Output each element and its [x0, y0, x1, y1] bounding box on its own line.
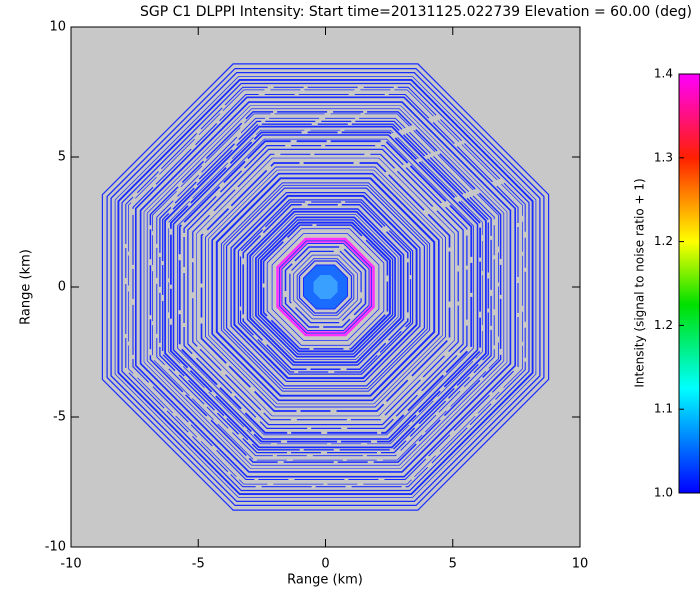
y-tick-label: 0: [58, 280, 66, 295]
ring: [152, 113, 499, 461]
ring: [128, 89, 523, 485]
ring: [187, 148, 464, 426]
x-tick-label: -5: [192, 557, 205, 572]
ring: [125, 86, 526, 488]
ring: [266, 228, 385, 346]
ring: [230, 191, 421, 383]
x-tick-label: 10: [572, 557, 589, 572]
ring: [143, 105, 508, 469]
x-tick-label: 5: [449, 557, 457, 572]
ring: [149, 111, 502, 463]
colorbar-tick-label: 1.0: [654, 486, 673, 500]
ring: [135, 96, 517, 478]
ring: [164, 125, 487, 449]
colorbar-tick-label: 1.2: [654, 234, 673, 248]
ring: [289, 250, 362, 324]
ring: [159, 120, 492, 454]
ring: [293, 254, 358, 320]
ring: [237, 199, 414, 375]
ring: [110, 71, 541, 503]
y-tick-label: -5: [53, 410, 66, 425]
ring: [298, 260, 353, 314]
ring: [233, 194, 418, 380]
ring: [252, 214, 399, 360]
y-tick-label: 5: [58, 150, 66, 165]
ring: [177, 138, 474, 436]
ring: [121, 82, 530, 492]
colorbar-tick-label: 1.3: [654, 150, 673, 164]
ring: [284, 246, 367, 328]
ring: [211, 172, 440, 402]
ring: [106, 67, 545, 507]
ring: [156, 117, 495, 457]
ring: [262, 224, 389, 350]
ring: [132, 93, 519, 481]
ring: [246, 208, 405, 366]
ring: [220, 182, 431, 392]
ring: [101, 63, 550, 511]
ring: [276, 237, 375, 337]
rings: [101, 63, 550, 511]
colorbar-tick-label: 1.2: [654, 318, 673, 332]
ring: [168, 129, 483, 445]
ring: [200, 162, 451, 412]
x-tick-label: 0: [321, 557, 329, 572]
colorbar-tick-label: 1.1: [654, 402, 673, 416]
ring: [278, 240, 373, 334]
ring: [139, 101, 512, 473]
ring: [146, 108, 505, 466]
ring: [255, 216, 396, 358]
ring: [257, 219, 394, 355]
ring: [172, 134, 479, 440]
center: [313, 275, 338, 299]
ring: [242, 203, 409, 371]
chart-title: SGP C1 DLPPI Intensity: Start time=20131…: [140, 4, 692, 20]
ring: [170, 131, 481, 443]
y-tick-label: 10: [49, 20, 66, 35]
ring: [183, 144, 468, 430]
ring: [117, 78, 534, 496]
ring: [114, 76, 537, 498]
colorbar: [678, 73, 700, 494]
ring: [239, 201, 412, 373]
colorbar-tick-label: 1.4: [654, 67, 673, 81]
colorbar-label: Intensity (signal to noise ratio + 1): [633, 178, 647, 387]
ring: [196, 157, 455, 417]
x-axis-label: Range (km): [287, 573, 363, 588]
y-tick-label: -10: [45, 540, 66, 555]
ring: [271, 233, 380, 341]
ring: [208, 169, 443, 405]
x-tick-label: -10: [60, 557, 81, 572]
y-axis-label: Range (km): [19, 249, 34, 325]
ring: [205, 166, 446, 408]
ring: [281, 243, 370, 331]
ring: [192, 153, 459, 421]
ring: [225, 187, 426, 387]
ring: [223, 184, 428, 390]
ring: [260, 221, 391, 353]
ring: [296, 258, 355, 316]
ring: [178, 140, 473, 434]
ring: [249, 210, 402, 364]
ring: [215, 177, 436, 397]
ring: [279, 241, 372, 333]
